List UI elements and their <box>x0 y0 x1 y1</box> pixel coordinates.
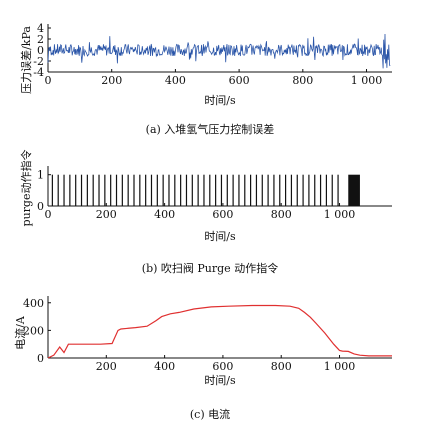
x-tick-label-a: 400 <box>165 74 186 87</box>
series-line-c <box>47 304 392 359</box>
y-tick-label-a: -4 <box>33 66 44 79</box>
y-axis-label-a: 压力误差/kPa <box>19 26 33 94</box>
caption-a: (a) 入堆氢气压力控制误差 <box>146 122 275 136</box>
x-tick-label-a: 0 <box>45 74 52 87</box>
x-tick-label-b: 800 <box>271 208 292 221</box>
y-axis-label-c: 电流/A <box>13 315 27 350</box>
y-tick-label-a: 4 <box>37 22 44 35</box>
pulse-dense-block <box>348 174 360 206</box>
y-tick-label-a: 0 <box>37 44 44 57</box>
y-tick-label-b: 1 <box>37 169 44 182</box>
y-tick-label-a: -2 <box>33 55 44 68</box>
x-tick-label-c: 200 <box>96 360 117 373</box>
x-tick-label-c: 600 <box>212 360 233 373</box>
x-tick-label-c: 800 <box>271 360 292 373</box>
x-axis-label-c: 时间/s <box>204 374 236 387</box>
caption-b: (b) 吹扫阀 Purge 动作指令 <box>142 261 278 275</box>
y-tick-label-b: 0 <box>37 200 44 213</box>
panel-a: 压力误差/kPa 时间/s (a) 入堆氢气压力控制误差 0 200 400 600 8… <box>19 22 392 136</box>
x-tick-label-a: 800 <box>292 74 313 87</box>
x-tick-label-b: 400 <box>154 208 175 221</box>
x-tick-label-c: 400 <box>154 360 175 373</box>
x-tick-label-a: 1 000 <box>351 74 383 87</box>
panel-b: purge动作指令 时间/s (b) 吹扫阀 Purge 动作指令 0 200 40… <box>19 150 392 275</box>
y-tick-label-c: 400 <box>23 297 44 310</box>
series-line-a <box>47 33 391 69</box>
x-axis-label-a: 时间/s <box>204 94 236 107</box>
x-tick-label-b: 1 000 <box>324 208 356 221</box>
x-tick-label-c: 1 000 <box>324 360 356 373</box>
x-axis-label-b: 时间/s <box>204 230 236 243</box>
y-tick-label-a: 2 <box>37 33 44 46</box>
x-tick-label-b: 600 <box>212 208 233 221</box>
x-tick-label-a: 600 <box>229 74 250 87</box>
x-tick-label-a: 200 <box>101 74 122 87</box>
panel-c: 电流/A 时间/s (c) 电流 200 400 600 800 1 000 0 200 40… <box>13 296 392 421</box>
caption-c: (c) 电流 <box>190 407 230 421</box>
y-tick-label-c: 200 <box>23 324 44 337</box>
y-axis-label-b: purge动作指令 <box>19 150 33 227</box>
x-tick-label-b: 0 <box>45 208 52 221</box>
y-tick-label-c: 0 <box>37 352 44 365</box>
x-tick-label-b: 200 <box>96 208 117 221</box>
